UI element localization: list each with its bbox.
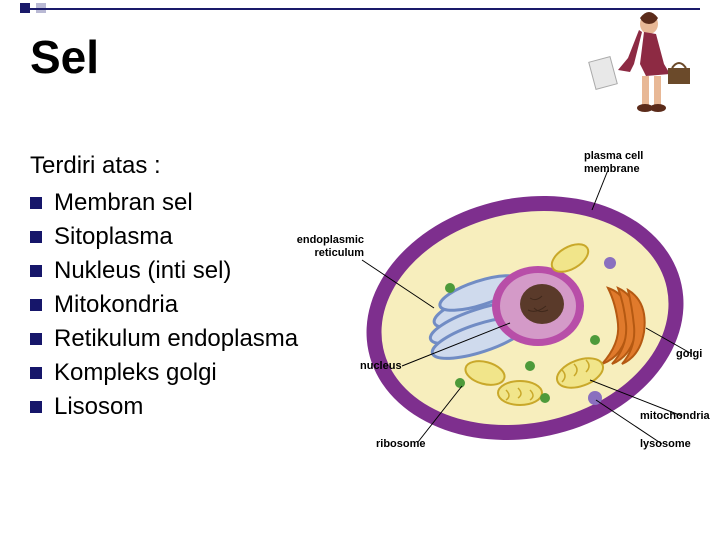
list-item: Lisosom: [30, 390, 298, 424]
list-item-label: Sitoplasma: [54, 223, 173, 251]
label-mito: mitochondria: [640, 410, 710, 423]
list-item-label: Lisosom: [54, 393, 143, 421]
label-nucleus: nucleus: [360, 360, 402, 373]
lead-text: Terdiri atas :: [30, 152, 161, 180]
list-item: Retikulum endoplasma: [30, 322, 298, 356]
label-golgi: golgi: [676, 348, 702, 361]
list-item: Membran sel: [30, 186, 298, 220]
label-er: endoplasmic reticulum: [294, 234, 364, 259]
square-bullet-icon: [30, 299, 42, 311]
list-item: Kompleks golgi: [30, 356, 298, 390]
list-item-label: Membran sel: [54, 189, 193, 217]
square-bullet-icon: [30, 231, 42, 243]
square-bullet-icon: [30, 401, 42, 413]
label-ribo: ribosome: [376, 438, 426, 451]
square-bullet-icon: [30, 367, 42, 379]
label-lyso: lysosome: [640, 438, 691, 451]
label-plasma: plasma cell membrane: [584, 150, 643, 175]
list-item-label: Kompleks golgi: [54, 359, 217, 387]
list-item-label: Retikulum endoplasma: [54, 325, 298, 353]
page-title: Sel: [30, 30, 99, 84]
list-item-label: Nukleus (inti sel): [54, 257, 231, 285]
square-bullet-icon: [30, 333, 42, 345]
bullet-list: Membran sel Sitoplasma Nukleus (inti sel…: [30, 186, 298, 424]
list-item: Nukleus (inti sel): [30, 254, 298, 288]
list-item: Mitokondria: [30, 288, 298, 322]
list-item: Sitoplasma: [30, 220, 298, 254]
cell-diagram: plasma cell membrane endoplasmic reticul…: [330, 148, 710, 468]
list-item-label: Mitokondria: [54, 291, 178, 319]
slide: Sel Terdiri atas : Membran sel Sitoplasm…: [0, 0, 720, 540]
square-bullet-icon: [30, 265, 42, 277]
woman-clipart-icon: [584, 4, 704, 124]
square-bullet-icon: [30, 197, 42, 209]
